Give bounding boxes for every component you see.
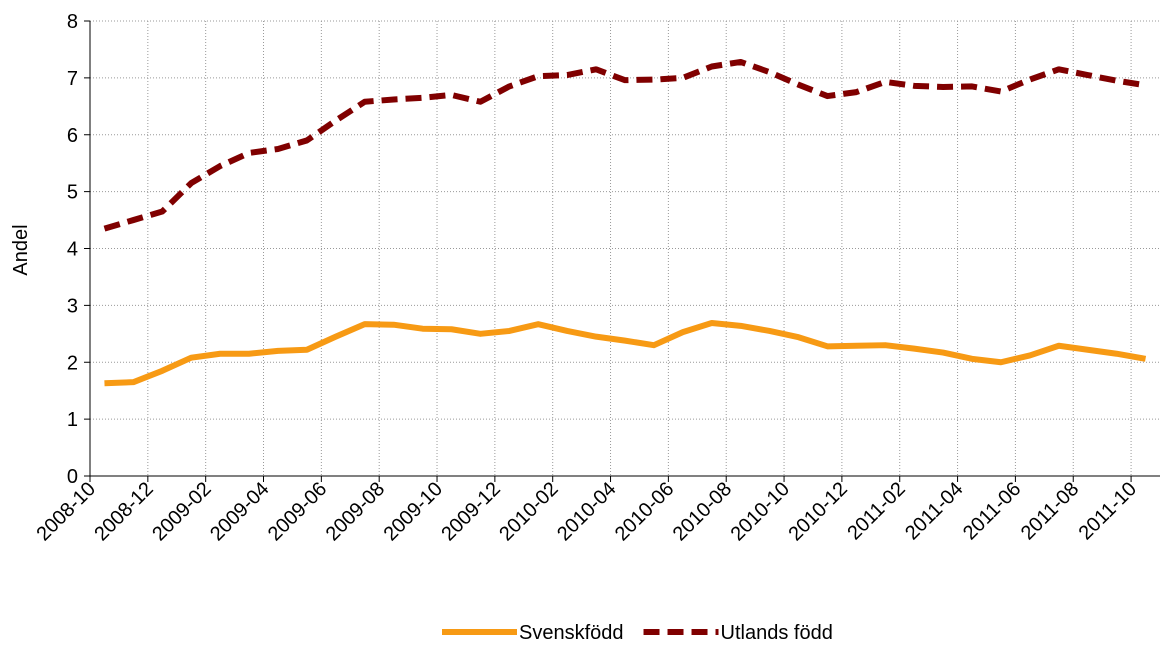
x-tick-label: 2011-04 (901, 478, 967, 544)
series-line (103, 58, 1147, 232)
x-tick-label: 2010-02 (495, 478, 562, 545)
y-tick-label: 3 (67, 295, 78, 317)
x-tick-label: 2010-06 (611, 478, 678, 545)
y-tick-label: 7 (67, 68, 78, 90)
x-tick-label: 2011-08 (1017, 478, 1083, 544)
x-tick-label: 2009-12 (437, 478, 504, 545)
x-tick-label: 2008-10 (33, 478, 100, 545)
y-tick-label: 4 (67, 239, 78, 261)
y-tick-label: 1 (67, 409, 78, 431)
x-tick-label: 2009-10 (380, 478, 447, 545)
series-line (104, 320, 1147, 387)
y-tick-label: 5 (67, 182, 78, 204)
y-tick-label: 0 (67, 466, 78, 488)
legend-label: Svenskfödd (519, 622, 624, 644)
x-tick-label: 2008-12 (90, 478, 157, 545)
x-tick-label: 2009-08 (322, 478, 389, 545)
y-tick-label: 2 (67, 352, 78, 374)
y-tick-label: 8 (67, 11, 78, 33)
x-tick-label: 2009-04 (206, 478, 273, 545)
x-tick-label: 2010-12 (784, 478, 851, 545)
x-tick-label: 2011-10 (1075, 478, 1141, 544)
x-tick-label: 2010-08 (669, 478, 736, 545)
legend-label: Utlands född (721, 622, 833, 644)
y-axis-label: Andel (10, 224, 32, 275)
x-tick-label: 2010-10 (727, 478, 794, 545)
x-tick-label: 2009-02 (148, 478, 215, 545)
y-tick-label: 6 (67, 125, 78, 147)
x-tick-label: 2011-06 (959, 478, 1025, 544)
x-tick-label: 2010-04 (553, 478, 620, 545)
x-tick-label: 2009-06 (264, 478, 331, 545)
x-tick-label: 2011-02 (843, 478, 909, 544)
